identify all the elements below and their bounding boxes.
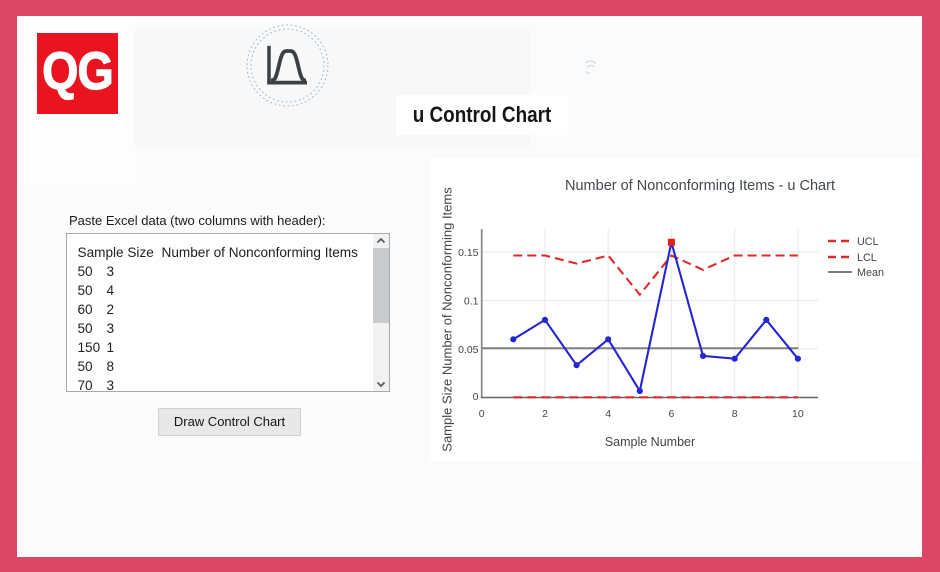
svg-text:0.15: 0.15	[458, 247, 479, 259]
svg-text:0.05: 0.05	[458, 344, 479, 356]
svg-text:6: 6	[668, 408, 674, 420]
svg-text:2: 2	[542, 408, 548, 420]
svg-text:Sample Number: Sample Number	[605, 435, 695, 449]
svg-text:0.1: 0.1	[464, 296, 479, 308]
svg-text:4: 4	[605, 408, 611, 420]
svg-text:LCL: LCL	[857, 252, 877, 264]
svg-text:8: 8	[732, 408, 738, 420]
svg-text:0: 0	[473, 391, 479, 403]
svg-text:0: 0	[479, 408, 485, 420]
svg-text:Number of Nonconforming Items: Number of Nonconforming Items - u Chart	[565, 178, 835, 194]
svg-text:Mean: Mean	[857, 267, 884, 279]
svg-text:Sample Size Number of Noncon: Sample Size Number of Nonconforming Item…	[440, 187, 455, 452]
svg-text:10: 10	[792, 408, 804, 420]
svg-text:UCL: UCL	[857, 236, 879, 248]
